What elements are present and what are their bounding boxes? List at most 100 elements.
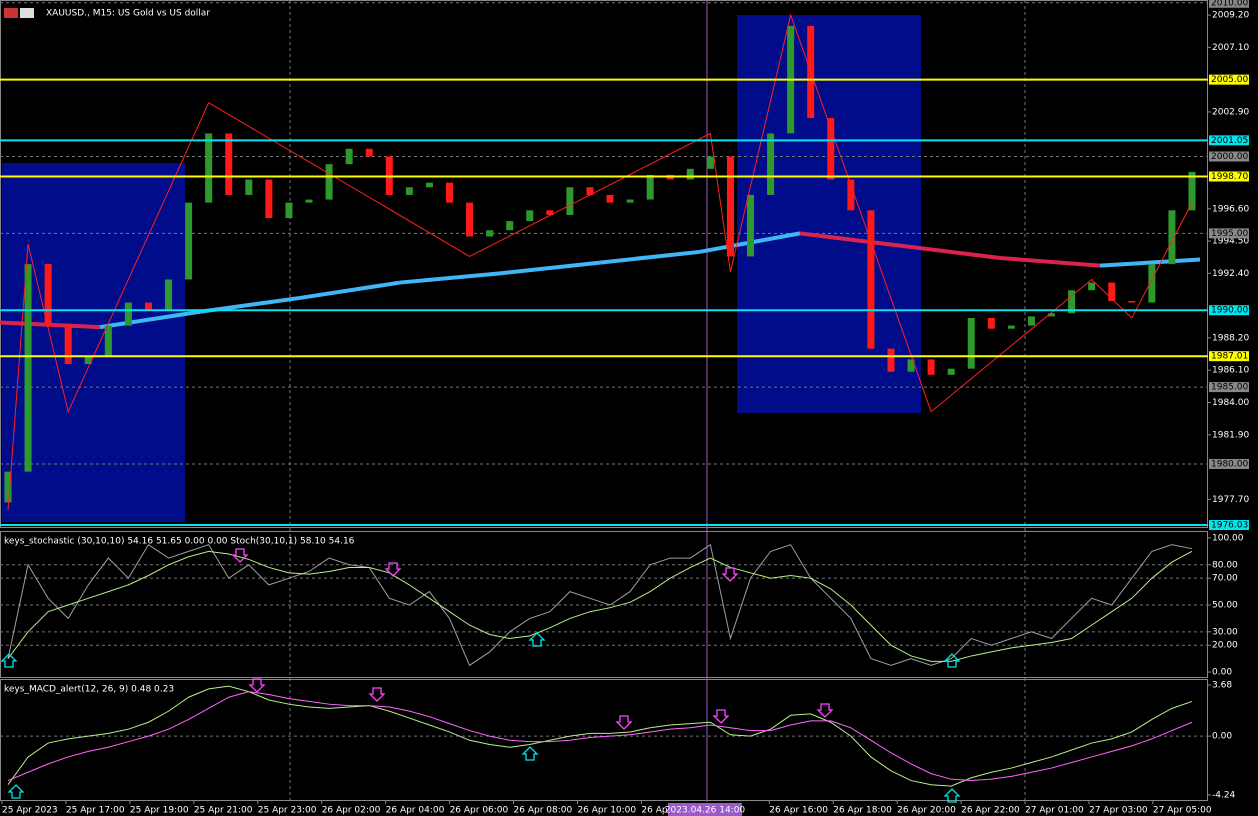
ema-segment (599, 249, 701, 265)
indicator-line (7, 543, 1193, 667)
down-arrow (231, 548, 249, 563)
y-tick-label: 1994.50 (1212, 237, 1249, 247)
up-arrow (943, 788, 961, 803)
time-grid (289, 0, 1026, 800)
level-box (1209, 151, 1249, 162)
level-label: 1987.01 (1211, 352, 1248, 362)
icon (20, 8, 34, 18)
candle (767, 133, 775, 195)
candle (1168, 210, 1176, 265)
level-box (1209, 458, 1249, 469)
candle (1148, 264, 1156, 303)
level-box (1209, 305, 1249, 316)
macd-frame (0, 679, 1208, 801)
level-label: 2005.00 (1211, 75, 1248, 85)
down-arrow (615, 715, 633, 730)
candle (345, 148, 353, 165)
level-box (1209, 520, 1249, 531)
y-tick-label: 70.00 (1212, 574, 1238, 584)
y-tick-label: 100.00 (1212, 533, 1244, 543)
level-box (1209, 135, 1249, 146)
candle (205, 133, 213, 203)
level-box (1209, 74, 1249, 85)
candle (907, 359, 915, 372)
x-tick-label: 27 Apr 03:00 (1089, 806, 1148, 816)
candle (24, 264, 32, 472)
ema-segment (99, 309, 201, 330)
x-tick-label: 26 Apr 06:00 (450, 806, 509, 816)
candle (1108, 282, 1116, 302)
level-label: 2000.00 (1211, 152, 1248, 162)
level-label: 2010.00 (1211, 0, 1248, 8)
x-tick-label: 26 Apr 20:00 (897, 806, 956, 816)
level-label: 1990.00 (1211, 306, 1248, 316)
candle (827, 118, 835, 180)
y-tick-label: 1977.70 (1212, 495, 1249, 505)
crosshair-time-box (668, 803, 742, 816)
x-tick-label: 25 Apr 19:00 (130, 806, 189, 816)
chart-title: XAUUSD., M15: US Gold vs US dollar (46, 9, 210, 19)
up-arrow (7, 784, 25, 799)
x-tick-label: 27 Apr 01:00 (1025, 806, 1084, 816)
y-tick-label: 1988.20 (1212, 333, 1249, 343)
zigzag (7, 13, 1193, 511)
x-tick-label: 26 Apr 18:00 (833, 806, 892, 816)
candle (1048, 313, 1056, 317)
y-tick-label: 3.68 (1212, 681, 1232, 691)
ema-segment (1099, 257, 1201, 268)
candle (706, 156, 714, 169)
session-box (737, 15, 921, 413)
down-arrow (368, 687, 386, 702)
candle (586, 187, 594, 195)
candle (4, 471, 12, 503)
down-arrow (384, 562, 402, 577)
candle (265, 179, 273, 218)
crosshair-time: 2023.04.26 14:00 (665, 806, 746, 816)
candle (927, 359, 935, 375)
candle (887, 348, 895, 372)
y-tick-label: 1992.40 (1212, 269, 1249, 279)
candle (526, 210, 534, 222)
y-tick-label: 50.00 (1212, 601, 1238, 611)
candle (747, 194, 755, 257)
y-tick-label: -4.24 (1212, 791, 1236, 801)
candle (325, 164, 333, 200)
x-tick-label: 25 Apr 2023 (2, 806, 58, 816)
y-tick-label: 2007.10 (1212, 43, 1249, 53)
candle (646, 174, 654, 200)
x-tick-label: 25 Apr 17:00 (66, 806, 125, 816)
y-tick-label: 80.00 (1212, 560, 1238, 570)
indicator-line (7, 550, 1193, 662)
candle (1188, 171, 1196, 211)
candle (365, 148, 373, 157)
up-arrow (521, 746, 539, 761)
candle (1068, 290, 1076, 314)
icon (4, 8, 18, 18)
candle (686, 168, 694, 180)
candle (486, 230, 494, 237)
up-arrow (0, 653, 18, 668)
candle (967, 317, 975, 369)
candle (546, 210, 554, 215)
down-arrow (721, 567, 739, 582)
level-label: 1976.03 (1211, 521, 1248, 531)
candle (867, 210, 875, 349)
signal-arrows (0, 548, 961, 803)
ema-segment (399, 271, 501, 285)
x-tick-label: 27 Apr 05:00 (1153, 806, 1212, 816)
candle (104, 325, 112, 357)
x-tick-label: 26 Apr 08:00 (514, 806, 573, 816)
candle (626, 199, 634, 203)
level-box (1209, 351, 1249, 362)
level-label: 1998.70 (1211, 172, 1248, 182)
candle (566, 187, 574, 215)
candle (44, 264, 52, 326)
x-tick-label: 25 Apr 23:00 (258, 806, 317, 816)
level-label: 1995.00 (1211, 229, 1248, 239)
candle (185, 202, 193, 280)
level-label: 1980.00 (1211, 459, 1248, 469)
y-tick-label: 1984.00 (1212, 398, 1249, 408)
level-label: 2001.05 (1211, 136, 1248, 146)
